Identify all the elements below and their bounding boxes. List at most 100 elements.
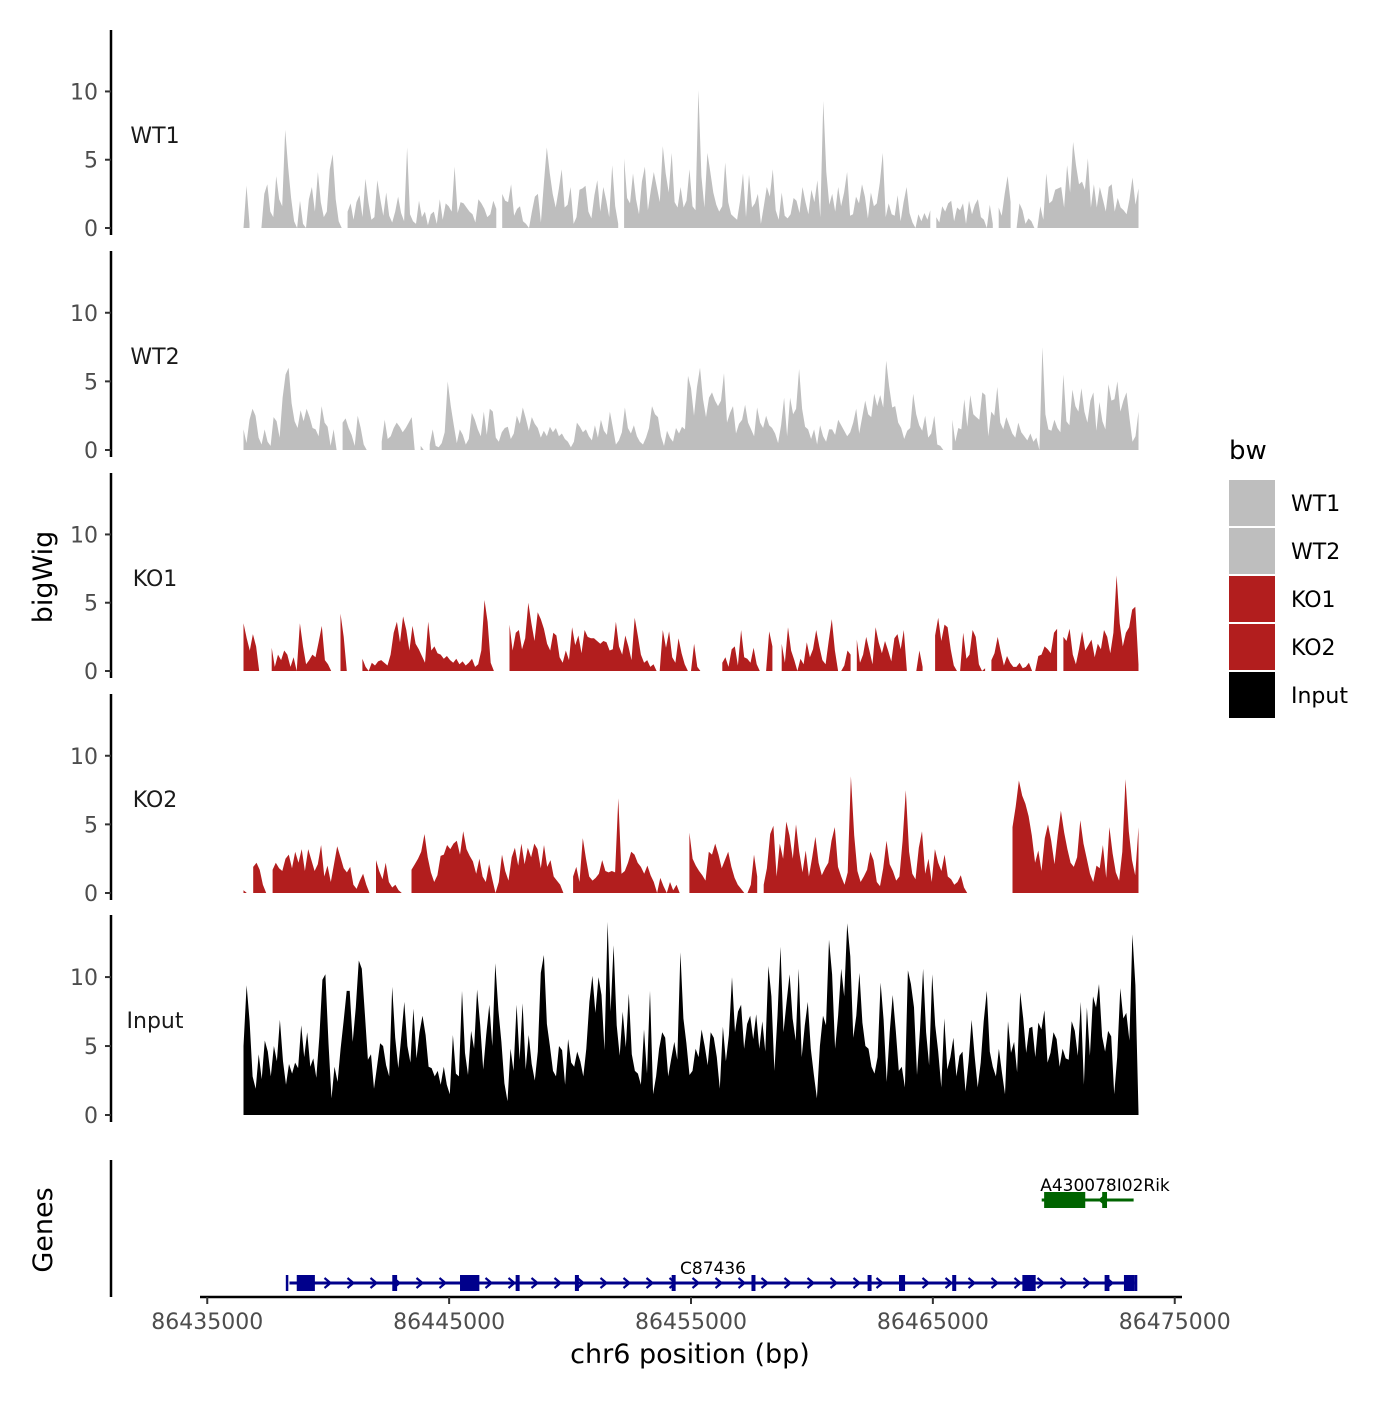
strand-arrow bbox=[346, 1277, 356, 1289]
track-label-wt2: WT2 bbox=[130, 345, 179, 370]
legend-label-ko2: KO2 bbox=[1291, 636, 1336, 661]
area-wt2-segment bbox=[420, 445, 424, 450]
gene-exon bbox=[574, 1275, 579, 1291]
gene-exon bbox=[296, 1275, 315, 1291]
legend-swatch-wt1 bbox=[1229, 480, 1275, 526]
area-wt2-segment bbox=[952, 347, 1139, 450]
strand-arrow bbox=[852, 1277, 862, 1289]
strand-arrow bbox=[507, 1277, 517, 1289]
legend: bw WT1 WT2 KO1 KO2 Input bbox=[1229, 436, 1348, 718]
area-input-segment bbox=[243, 921, 1139, 1115]
area-wt1-segment bbox=[998, 176, 1011, 228]
x-tick-label: 86455000 bbox=[635, 1310, 747, 1335]
legend-swatch-input bbox=[1229, 672, 1275, 718]
y-tick-label: 10 bbox=[70, 523, 98, 548]
track-label-input: Input bbox=[127, 1009, 184, 1034]
strand-arrow bbox=[645, 1277, 655, 1289]
gene-exon bbox=[392, 1275, 398, 1291]
y-tick-label: 10 bbox=[70, 302, 98, 327]
area-wt1-segment bbox=[936, 199, 993, 228]
strand-arrow bbox=[1036, 1277, 1046, 1289]
gene-exon bbox=[515, 1275, 520, 1291]
strand-arrow bbox=[415, 1277, 425, 1289]
area-wt1-segment bbox=[624, 90, 931, 228]
legend-swatch-ko1 bbox=[1229, 576, 1275, 622]
gene-exon bbox=[952, 1275, 957, 1291]
strand-arrow bbox=[576, 1277, 586, 1289]
strand-arrow bbox=[691, 1277, 701, 1289]
area-ko1-segment bbox=[271, 623, 332, 671]
area-ko1-segment bbox=[781, 619, 851, 671]
gene-c87436: C87436 bbox=[285, 1259, 1138, 1291]
gene-exon bbox=[1102, 1192, 1108, 1208]
area-ko2-segment bbox=[763, 776, 974, 893]
gene-label: C87436 bbox=[680, 1259, 746, 1279]
strand-arrow bbox=[714, 1277, 724, 1289]
x-axis-label: chr6 position (bp) bbox=[570, 1339, 810, 1370]
track-label-ko2: KO2 bbox=[133, 788, 178, 813]
area-ko2-segment bbox=[1012, 779, 1139, 893]
y-tick-label: 10 bbox=[70, 966, 98, 991]
y-tick-label: 5 bbox=[84, 813, 98, 838]
genes-axis-label: Genes bbox=[28, 1187, 59, 1272]
y-tick-label: 0 bbox=[84, 660, 98, 685]
track-wt2: 0 5 10 WT2 bbox=[70, 251, 1139, 464]
strand-arrow bbox=[990, 1277, 1000, 1289]
area-wt1-segment bbox=[347, 147, 497, 228]
area-ko1-segment bbox=[243, 623, 260, 671]
strand-arrow bbox=[622, 1277, 632, 1289]
y-tick-label: 10 bbox=[70, 745, 98, 770]
legend-swatch-ko2 bbox=[1229, 624, 1275, 670]
legend-swatch-wt2 bbox=[1229, 528, 1275, 574]
y-tick-label: 5 bbox=[84, 149, 98, 174]
strand-arrow bbox=[553, 1277, 563, 1289]
legend-label-wt1: WT1 bbox=[1291, 492, 1340, 517]
area-ko1-segment bbox=[340, 613, 350, 671]
track-input: 0 5 10 Input bbox=[70, 915, 1139, 1129]
y-tick-label: 0 bbox=[84, 1104, 98, 1129]
y-tick-label: 0 bbox=[84, 439, 98, 464]
strand-arrow bbox=[783, 1277, 793, 1289]
legend-title: bw bbox=[1229, 436, 1267, 466]
genes-layer: A430078I02Rik C87436 bbox=[109, 1160, 1170, 1297]
strand-arrow bbox=[875, 1277, 885, 1289]
area-ko2-segment bbox=[272, 845, 370, 893]
gene-exon bbox=[867, 1275, 872, 1291]
strand-arrow bbox=[1082, 1277, 1092, 1289]
legend-label-wt2: WT2 bbox=[1291, 540, 1340, 565]
y-axis-label: bigWig bbox=[28, 531, 59, 624]
strand-arrow bbox=[806, 1277, 816, 1289]
area-wt1-segment bbox=[502, 147, 619, 228]
gene-exon bbox=[671, 1275, 676, 1291]
y-tick-label: 10 bbox=[70, 80, 98, 105]
area-wt1-segment bbox=[1016, 142, 1139, 228]
strand-arrow bbox=[484, 1277, 494, 1289]
area-ko2-segment bbox=[411, 831, 564, 893]
y-tick-label: 0 bbox=[84, 217, 98, 242]
gene-exon bbox=[1123, 1275, 1135, 1291]
strand-arrow bbox=[921, 1277, 931, 1289]
strand-arrow bbox=[438, 1277, 448, 1289]
legend-label-input: Input bbox=[1291, 684, 1348, 709]
area-ko1-segment bbox=[509, 602, 704, 671]
gene-exon bbox=[751, 1275, 756, 1291]
strand-arrow bbox=[323, 1277, 333, 1289]
gene-exon bbox=[1022, 1275, 1036, 1291]
gene-exon bbox=[899, 1275, 906, 1291]
area-wt2-segment bbox=[429, 360, 944, 450]
gene-a430078i02rik: A430078I02Rik bbox=[1040, 1176, 1170, 1208]
x-tick-label: 86475000 bbox=[1119, 1310, 1231, 1335]
area-ko1-segment bbox=[856, 627, 923, 671]
strand-arrow bbox=[599, 1277, 609, 1289]
y-tick-label: 0 bbox=[84, 882, 98, 907]
x-tick-label: 86435000 bbox=[151, 1310, 263, 1335]
strand-arrow bbox=[760, 1277, 770, 1289]
gene-exon bbox=[460, 1275, 480, 1291]
gene-exon bbox=[1104, 1275, 1110, 1291]
x-axis: 86435000 86445000 86455000 86465000 86475000 bbox=[151, 1295, 1231, 1335]
area-wt1-segment bbox=[261, 129, 342, 228]
area-wt2-segment bbox=[243, 367, 337, 450]
area-ko2-segment bbox=[376, 860, 402, 893]
